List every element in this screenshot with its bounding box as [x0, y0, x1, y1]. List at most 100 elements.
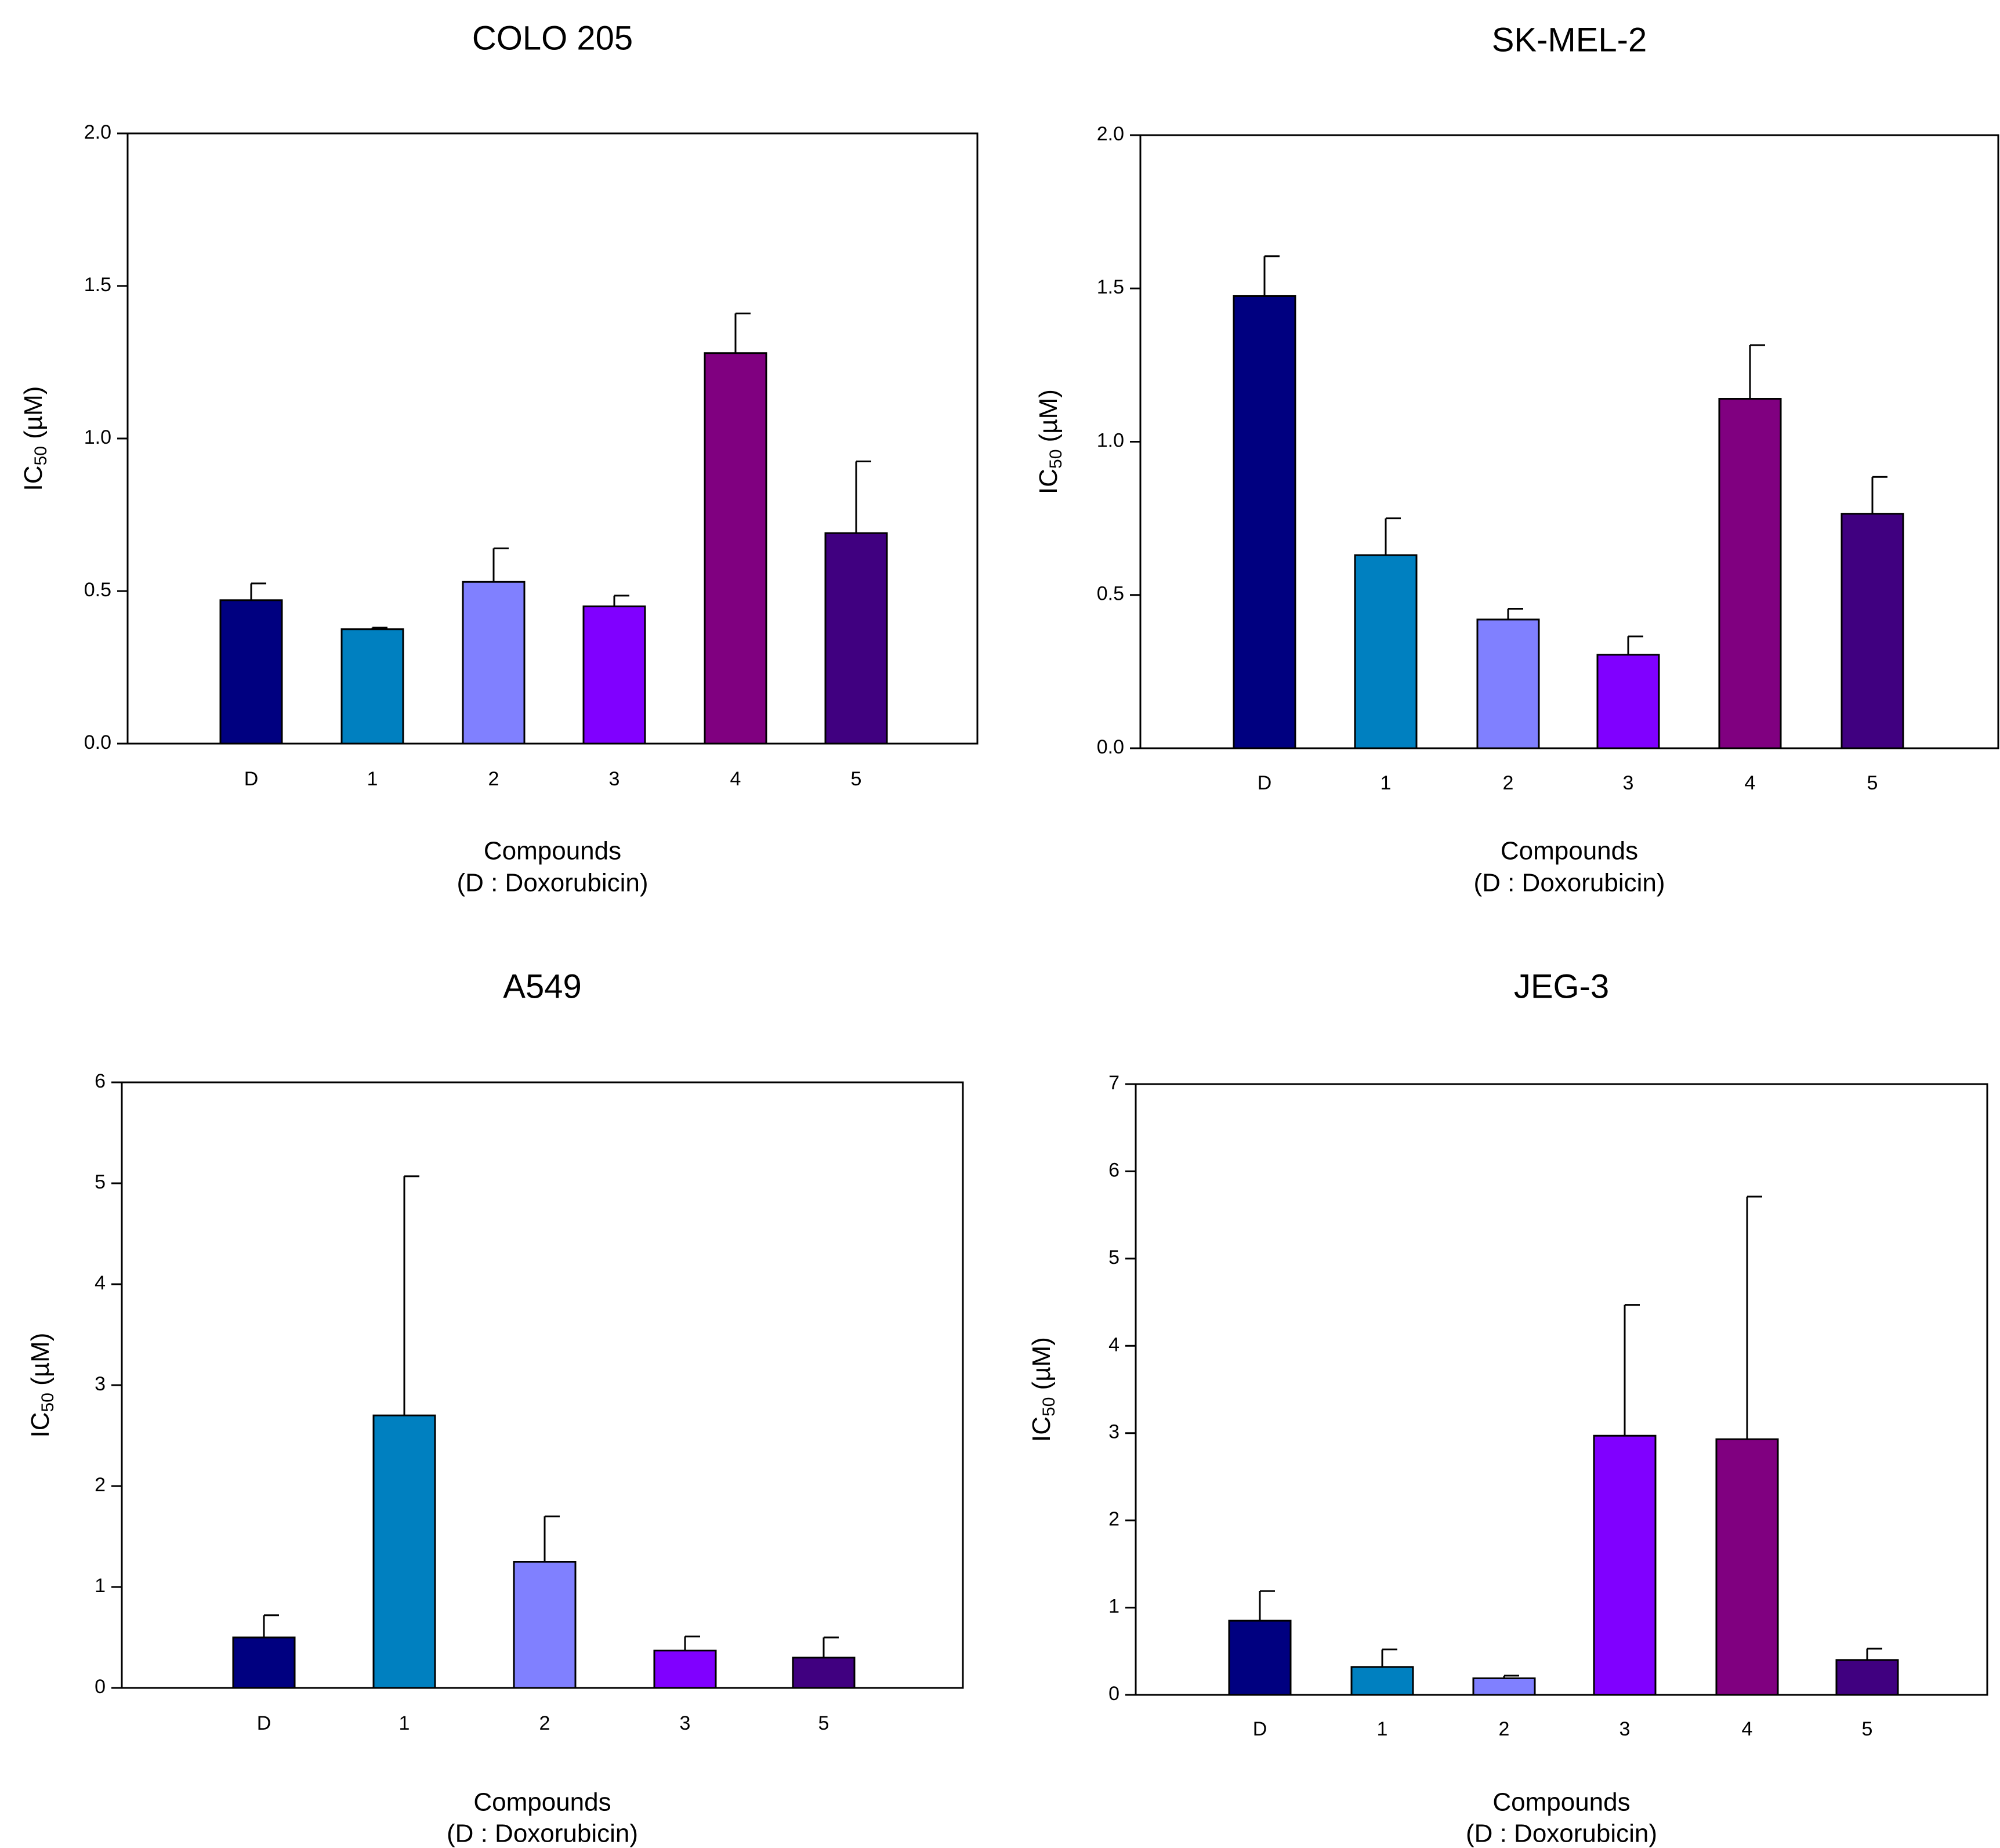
x-axis-label: Compounds [1501, 837, 1638, 865]
y-tick-label: 6 [1108, 1159, 1119, 1181]
y-tick-label: 5 [95, 1171, 106, 1193]
y-tick-label: 4 [1108, 1334, 1119, 1356]
x-tick-label: 4 [730, 768, 741, 790]
y-axis-label-main: IC [19, 465, 48, 491]
bar-D [232, 1636, 296, 1689]
y-axis-label-main: IC [1027, 1416, 1056, 1442]
bar-1 [372, 1414, 436, 1689]
x-tick-label: 3 [609, 768, 620, 790]
y-tick-label: 3 [95, 1373, 106, 1395]
bar-5 [824, 532, 888, 745]
x-axis-label: Compounds [473, 1788, 611, 1817]
x-tick-label: 5 [1862, 1718, 1873, 1740]
y-tick-label: 1.5 [84, 274, 111, 296]
x-tick-label: 1 [1377, 1718, 1388, 1740]
chart-title: A549 [503, 968, 581, 1005]
y-axis-label: IC50 (µM) [19, 386, 50, 491]
y-axis-label-subscript: 50 [1039, 1397, 1059, 1416]
x-tick-label: 5 [851, 768, 862, 790]
y-tick-label: 1.0 [1097, 429, 1124, 451]
y-tick-label: 2 [95, 1474, 106, 1496]
y-axis-label-unit: (µM) [19, 386, 48, 447]
x-tick-label: 2 [1503, 772, 1514, 794]
x-tick-label: 2 [1499, 1718, 1510, 1740]
bar-3 [582, 605, 646, 745]
chart-panel-3: A549 0 1 2 3 4 5 6 IC50 (µM) D 1 2 3 5 Compounds (D : D… [26, 968, 964, 1848]
bar-4 [1715, 1438, 1779, 1696]
chart-panel-4: JEG-3 0 1 2 3 4 5 6 7 IC50 (µM) D 1 2 3 4 5 Compounds (D … [1027, 968, 1988, 1848]
y-tick-label: 3 [1108, 1421, 1119, 1443]
bar-1 [340, 628, 404, 745]
bar-5 [792, 1657, 856, 1689]
x-tick-label: D [1258, 772, 1272, 794]
chart-panel-2: SK-MEL-2 0.0 0.5 1.0 1.5 2.0 IC50 (µM) D 1 2 3 4 5 Co… [1034, 21, 1999, 897]
y-tick-label: 0.5 [84, 579, 111, 601]
bar-5 [1840, 513, 1904, 749]
y-axis-label: IC50 (µM) [1034, 389, 1066, 494]
x-tick-label: 4 [1745, 772, 1756, 794]
y-tick-label: 2.0 [1097, 123, 1124, 145]
bar-D [219, 599, 283, 745]
y-tick-label: 0 [1108, 1683, 1119, 1705]
chart-title: SK-MEL-2 [1492, 21, 1647, 59]
x-tick-label: 1 [1381, 772, 1392, 794]
bar-3 [653, 1650, 717, 1689]
bar-2 [1476, 618, 1540, 749]
y-axis-label: IC50 (µM) [26, 1333, 57, 1438]
y-tick-label: 2.0 [84, 121, 111, 143]
bar-3 [1593, 1434, 1657, 1696]
chart-title: JEG-3 [1514, 968, 1609, 1005]
x-tick-label: 1 [399, 1712, 410, 1734]
y-axis-label-main: IC [26, 1412, 55, 1437]
bar-3 [1596, 654, 1660, 749]
y-tick-label: 1 [95, 1575, 106, 1597]
y-axis-label: IC50 (µM) [1027, 1337, 1059, 1442]
y-tick-label: 0 [95, 1676, 106, 1698]
chart-panel-1: COLO 205 0.0 0.5 1.0 1.5 2.0 IC50 (µM) D 1 2 3 4 5 Co… [19, 19, 979, 897]
x-tick-label: 3 [1619, 1718, 1631, 1740]
y-axis-label-subscript: 50 [38, 1393, 57, 1412]
x-tick-label: 1 [367, 768, 378, 790]
y-tick-label: 1 [1108, 1596, 1119, 1618]
bar-1 [1354, 554, 1418, 749]
y-tick-label: 6 [95, 1070, 106, 1092]
chart-title: COLO 205 [472, 19, 633, 57]
x-axis-label-note: (D : Doxorubicin) [1473, 869, 1665, 897]
x-tick-label: D [244, 768, 259, 790]
x-tick-label: 2 [539, 1712, 550, 1734]
bar-2 [462, 581, 526, 745]
y-tick-label: 1.0 [84, 426, 111, 448]
bar-2 [513, 1561, 577, 1689]
x-tick-label: 4 [1742, 1718, 1753, 1740]
x-axis-label-note: (D : Doxorubicin) [456, 869, 648, 897]
bar-2 [1472, 1677, 1536, 1696]
x-tick-label: 5 [818, 1712, 829, 1734]
y-axis-label-unit: (µM) [1027, 1337, 1056, 1397]
y-axis-label-subscript: 50 [1046, 450, 1066, 469]
y-tick-label: 1.5 [1097, 276, 1124, 298]
y-axis-label-unit: (µM) [1034, 389, 1063, 450]
bar-1 [1350, 1666, 1414, 1696]
x-tick-label: 3 [1623, 772, 1634, 794]
y-axis-label-main: IC [1034, 469, 1063, 494]
bar-D [1228, 1619, 1292, 1696]
x-tick-label: D [1253, 1718, 1267, 1740]
bar-D [1233, 295, 1296, 749]
x-axis-label: Compounds [1492, 1788, 1630, 1817]
y-tick-label: 7 [1108, 1072, 1119, 1094]
y-axis-label-unit: (µM) [26, 1333, 55, 1393]
y-tick-label: 2 [1108, 1508, 1119, 1530]
x-tick-label: 3 [680, 1712, 691, 1734]
y-axis-label-subscript: 50 [31, 446, 50, 465]
plot-frame [1135, 1083, 1988, 1696]
x-tick-label: D [257, 1712, 271, 1734]
x-axis-label-note: (D : Doxorubicin) [1466, 1820, 1657, 1848]
bar-5 [1835, 1659, 1899, 1696]
y-tick-label: 0.5 [1097, 583, 1124, 605]
bar-4 [1718, 398, 1782, 749]
y-tick-label: 4 [95, 1272, 106, 1294]
x-tick-label: 2 [488, 768, 499, 790]
y-tick-label: 5 [1108, 1247, 1119, 1269]
x-axis-label-note: (D : Doxorubicin) [447, 1820, 638, 1848]
